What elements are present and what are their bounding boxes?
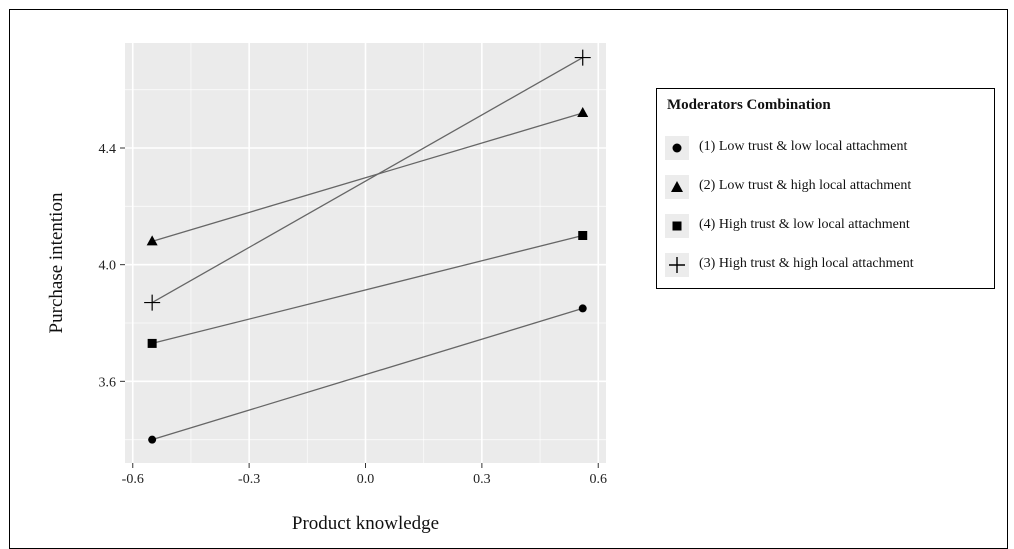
x-tick-label: -0.6 — [122, 472, 144, 487]
y-tick-label: 4.0 — [99, 259, 117, 274]
square-marker-icon — [672, 221, 682, 231]
circle-data-point — [148, 435, 157, 444]
triangle-marker-icon — [671, 181, 683, 192]
series-line-1 — [151, 307, 583, 441]
triangle-data-point — [146, 235, 158, 246]
legend-item-1: (1) Low trust & low local attachment — [657, 133, 992, 163]
legend-key-triangle — [665, 175, 689, 199]
x-axis-title: Product knowledge — [292, 513, 439, 534]
circle-data-point — [578, 304, 587, 313]
x-tick-label: -0.3 — [238, 472, 260, 487]
series-line-2 — [151, 112, 583, 242]
legend: Moderators Combination (1) Low trust & l… — [656, 88, 995, 289]
x-tick-label: 0.6 — [589, 472, 607, 487]
series-line-3 — [151, 234, 583, 345]
triangle-data-point — [577, 107, 589, 117]
series-markers — [144, 49, 591, 444]
y-tick-label: 3.6 — [99, 375, 117, 390]
plus-marker-icon — [669, 257, 685, 273]
circle-marker-icon — [672, 143, 682, 153]
legend-label: (2) Low trust & high local attachment — [699, 178, 912, 193]
grid-lines — [125, 43, 606, 463]
series-line-4 — [151, 57, 584, 304]
legend-item-2: (2) Low trust & high local attachment — [657, 172, 992, 202]
legend-label: (3) High trust & high local attachment — [699, 256, 914, 271]
legend-key-circle — [665, 136, 689, 160]
legend-item-3: (4) High trust & low local attachment — [657, 211, 992, 241]
legend-key-square — [665, 214, 689, 238]
y-tick-label: 4.4 — [99, 142, 117, 157]
square-data-point — [578, 231, 588, 240]
square-data-point — [147, 338, 157, 348]
legend-item-4: (3) High trust & high local attachment — [657, 250, 992, 280]
plus-data-point — [144, 294, 161, 311]
legend-title: Moderators Combination — [667, 97, 831, 113]
axes: -0.6 -0.3 0.0 0.3 0.6 3.6 4.0 4.4 — [99, 142, 607, 487]
series-lines — [151, 57, 584, 441]
y-axis-title: Purchase intention — [46, 192, 67, 333]
x-tick-label: 0.0 — [357, 472, 375, 487]
plus-data-point — [574, 49, 591, 66]
legend-label: (4) High trust & low local attachment — [699, 217, 910, 232]
legend-key-plus — [665, 253, 689, 277]
x-tick-label: 0.3 — [473, 472, 491, 487]
legend-label: (1) Low trust & low local attachment — [699, 139, 908, 154]
